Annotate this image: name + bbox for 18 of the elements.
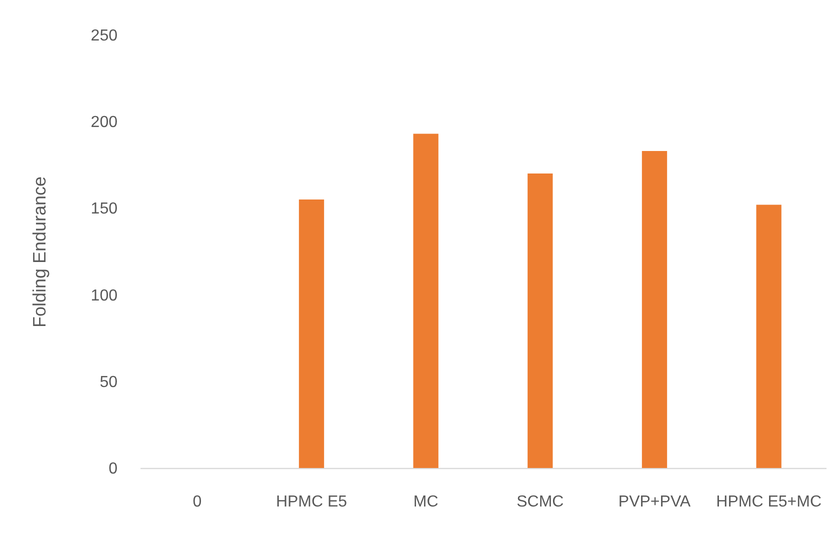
bar xyxy=(642,151,668,468)
y-tick-label: 200 xyxy=(90,114,118,132)
x-tick-label: 0 xyxy=(192,494,202,510)
x-tick-label: HPMC E5+MC xyxy=(716,494,822,510)
x-tick-label: HPMC E5 xyxy=(276,494,348,510)
x-tick-label: PVP+PVA xyxy=(618,494,691,510)
bar xyxy=(413,134,438,468)
x-tick-label: SCMC xyxy=(516,494,564,510)
bar xyxy=(528,174,553,468)
y-tick-label: 250 xyxy=(90,28,118,44)
x-tick-label: MC xyxy=(413,494,438,510)
y-tick-label: 150 xyxy=(90,200,118,218)
y-tick-label: 100 xyxy=(90,287,118,304)
y-axis-title: Folding Endurance xyxy=(30,176,50,328)
y-tick-label: 0 xyxy=(108,460,118,478)
bar xyxy=(298,200,324,468)
y-tick-label: 50 xyxy=(100,374,118,391)
bar xyxy=(756,204,782,468)
